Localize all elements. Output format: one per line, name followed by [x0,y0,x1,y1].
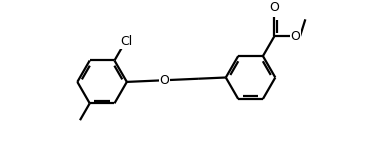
Text: O: O [270,1,279,14]
Text: Cl: Cl [120,35,132,48]
Text: O: O [291,30,301,43]
Text: O: O [159,74,170,87]
